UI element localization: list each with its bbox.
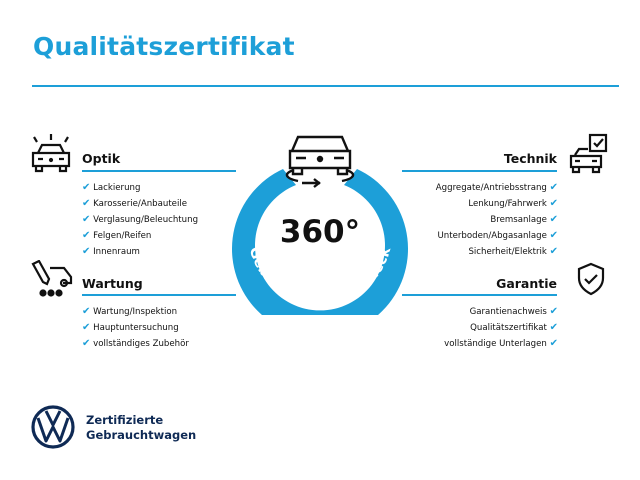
check-icon: ✔ (549, 230, 558, 241)
list-item: ✔ vollständiges Zubehör (82, 338, 189, 349)
divider (82, 170, 236, 172)
optik-list: ✔ Lackierung ✔ Karosserie/Anbauteile ✔ V… (82, 180, 198, 260)
car-360-icon (285, 135, 355, 188)
list-item: ✔ Hauptuntersuchung (82, 322, 179, 333)
check-icon: ✔ (549, 182, 558, 193)
check-icon: ✔ (82, 198, 91, 209)
list-item: vollständige Unterlagen ✔ (444, 338, 558, 349)
list-item: Bremsanlage ✔ (490, 214, 558, 225)
list-item: Sicherheit/Elektrik ✔ (468, 246, 558, 257)
divider (82, 294, 236, 296)
list-item: ✔ Innenraum (82, 246, 140, 257)
vw-logo (31, 405, 75, 449)
gebrauchtwagen-check-badge: 360° Gebrauchtwagen-Check (232, 135, 408, 315)
garantie-list: Garantienachweis ✔ Qualitätszertifikat ✔… (444, 304, 558, 352)
check-icon: ✔ (549, 306, 558, 317)
section-heading-garantie: Garantie (496, 276, 557, 291)
check-icon: ✔ (82, 214, 91, 225)
list-item: ✔ Karosserie/Anbauteile (82, 198, 188, 209)
check-icon: ✔ (549, 214, 558, 225)
section-heading-wartung: Wartung (82, 276, 143, 291)
divider (32, 85, 619, 87)
divider (402, 294, 557, 296)
list-item: Lenkung/Fahrwerk ✔ (468, 198, 558, 209)
list-item: ✔ Wartung/Inspektion (82, 306, 178, 317)
footer-brand-text: Zertifizierte Gebrauchtwagen (86, 413, 197, 442)
shield-check-icon (577, 262, 605, 296)
check-icon: ✔ (82, 338, 91, 349)
car-lights-icon (31, 134, 71, 173)
car-checklist-icon (569, 133, 608, 174)
list-item: Aggregate/Antriebsstrang ✔ (435, 182, 558, 193)
check-icon: ✔ (82, 230, 91, 241)
check-icon: ✔ (82, 322, 91, 333)
check-icon: ✔ (82, 182, 91, 193)
ring (232, 169, 408, 315)
wartung-list: ✔ Wartung/Inspektion ✔ Hauptuntersuchung… (82, 304, 189, 352)
list-item: Qualitätszertifikat ✔ (470, 322, 558, 333)
list-item: ✔ Felgen/Reifen (82, 230, 152, 241)
section-heading-optik: Optik (82, 151, 121, 166)
check-icon: ✔ (549, 322, 558, 333)
list-item: ✔ Verglasung/Beleuchtung (82, 214, 199, 225)
service-van-icon (31, 260, 73, 297)
check-icon: ✔ (82, 246, 91, 257)
check-icon: ✔ (549, 198, 558, 209)
section-heading-technik: Technik (503, 151, 557, 166)
list-item: Garantienachweis ✔ (469, 306, 558, 317)
check-icon: ✔ (549, 246, 558, 257)
center-number: 360° (280, 214, 360, 250)
check-icon: ✔ (549, 338, 558, 349)
page-title: Qualitätszertifikat (33, 32, 295, 61)
check-icon: ✔ (82, 306, 91, 317)
divider (402, 170, 557, 172)
technik-list: Aggregate/Antriebsstrang ✔ Lenkung/Fahrw… (436, 180, 558, 260)
list-item: ✔ Lackierung (82, 182, 141, 193)
list-item: Unterboden/Abgasanlage ✔ (437, 230, 559, 241)
